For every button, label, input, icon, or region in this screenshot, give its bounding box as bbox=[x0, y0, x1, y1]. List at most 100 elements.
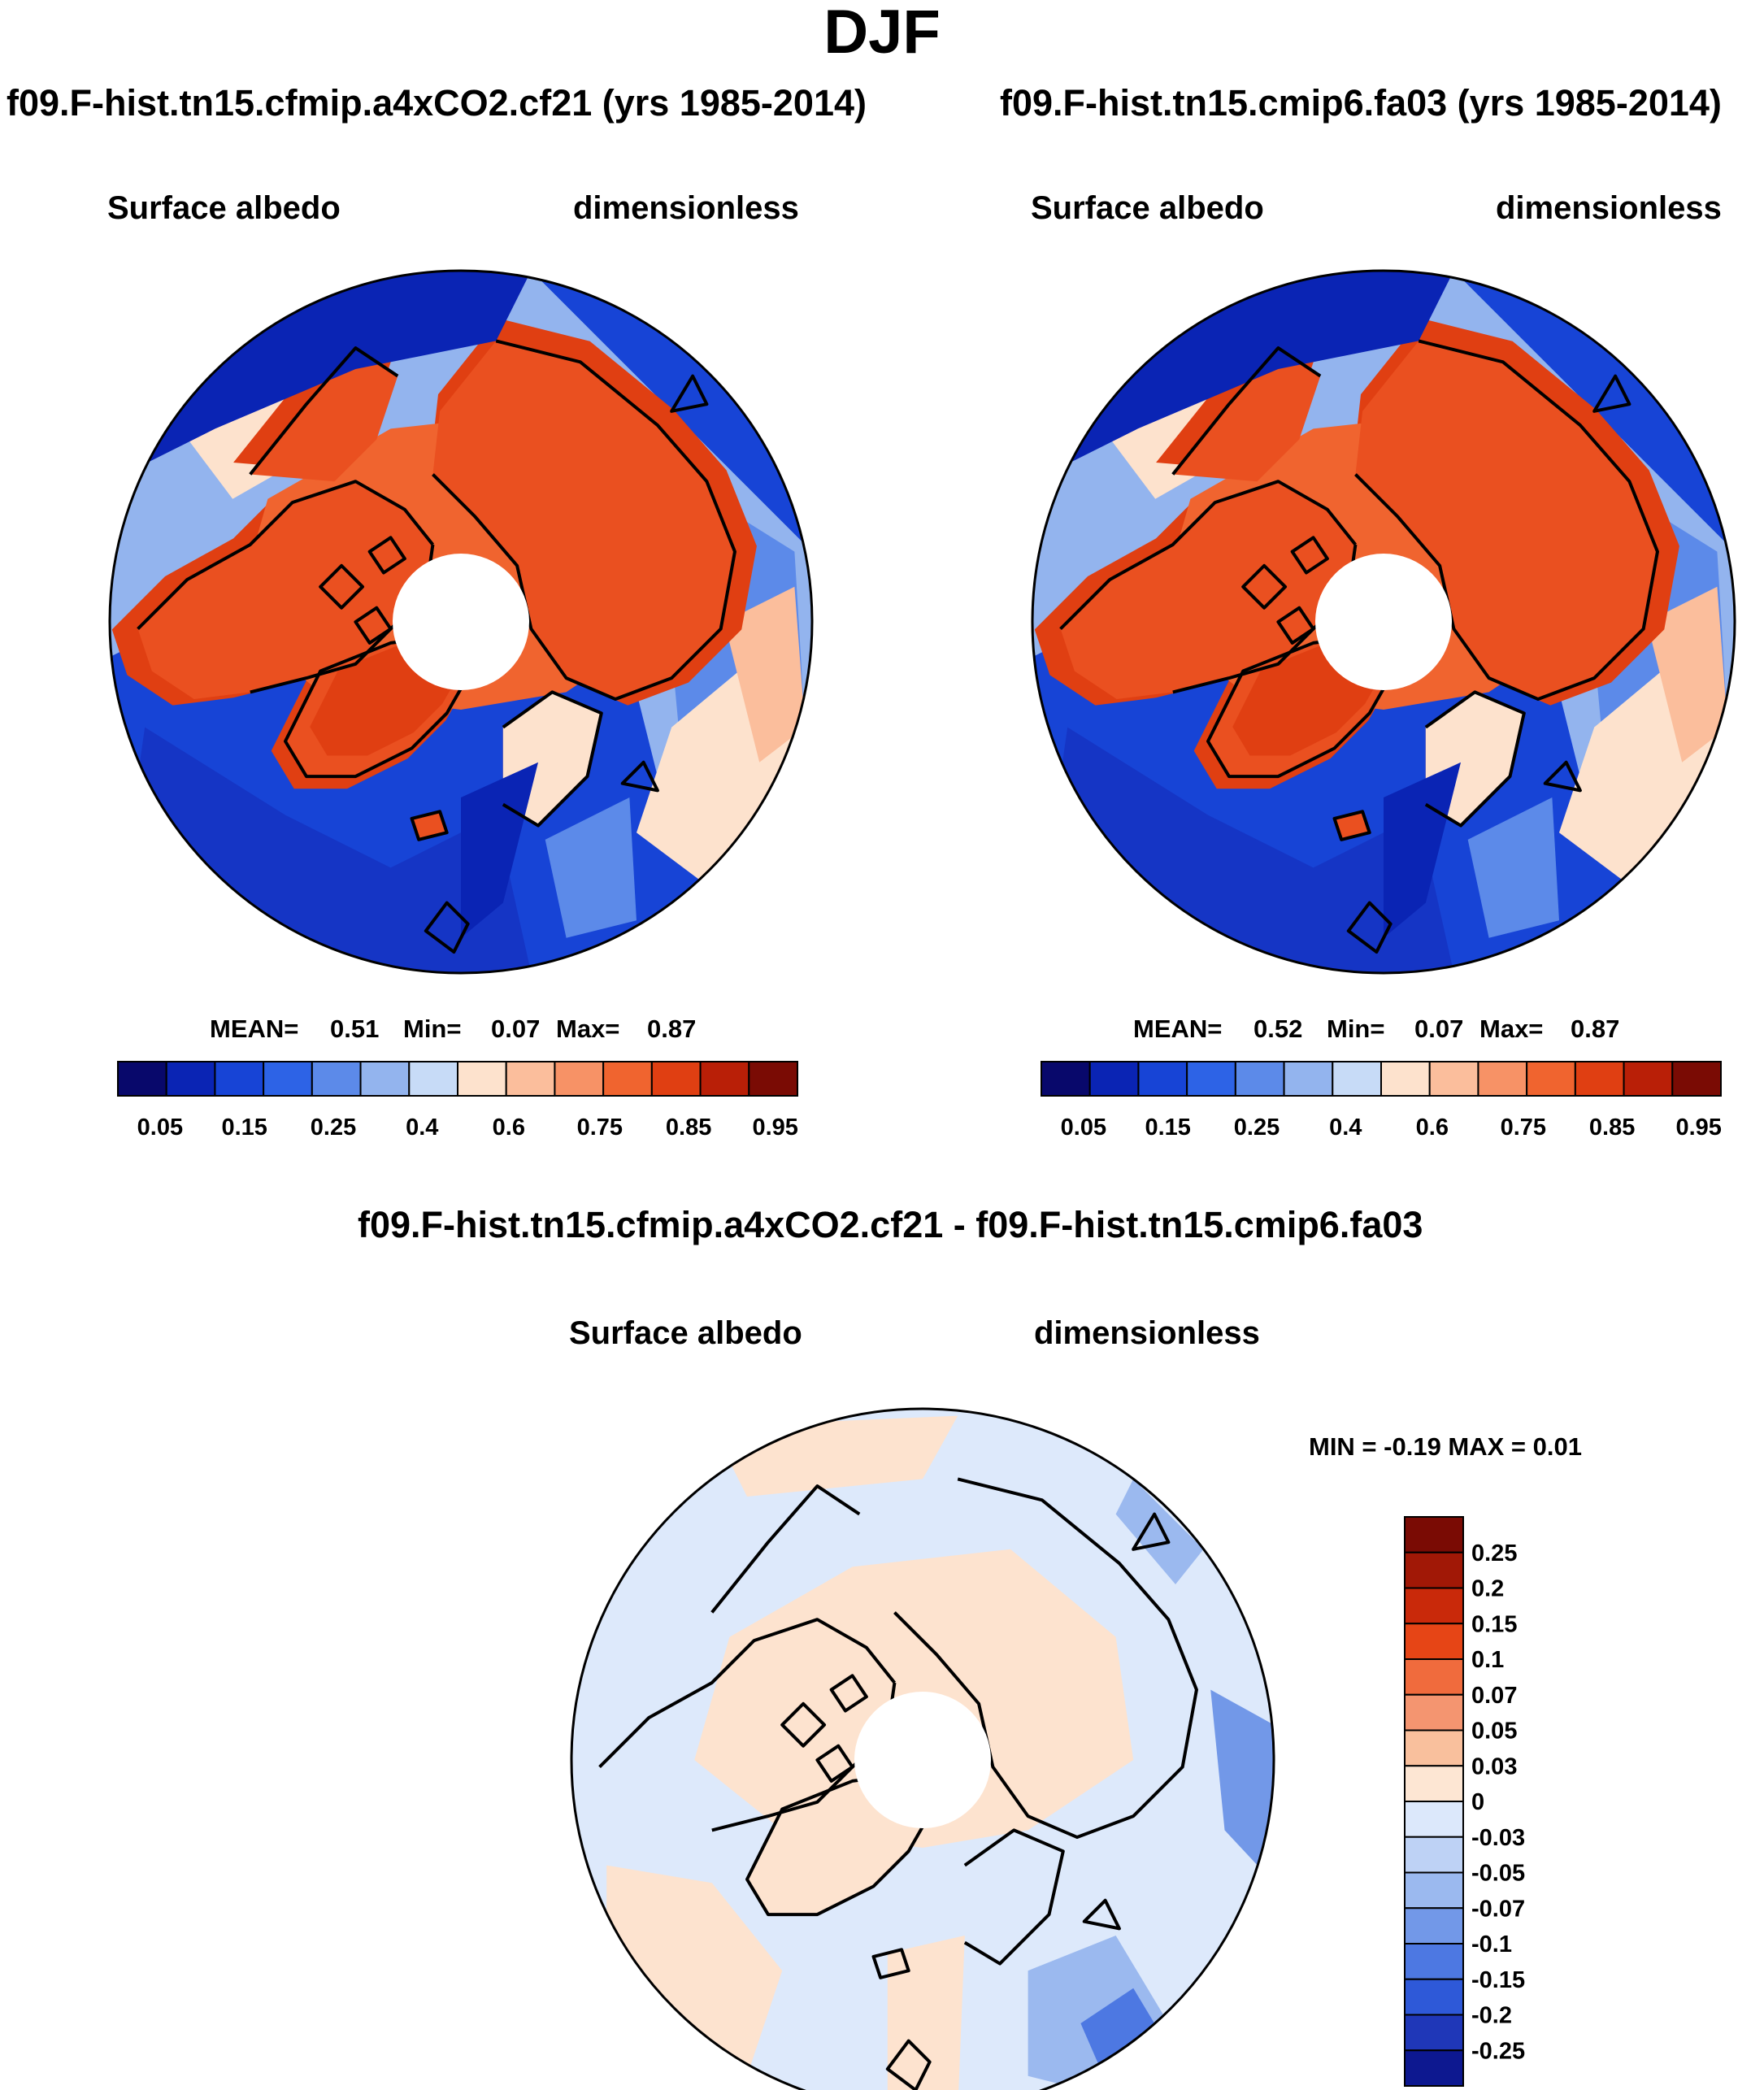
panel-2-tick-label-0: 0.05 bbox=[1061, 1115, 1106, 1141]
panel-1-colorbar-box-13 bbox=[748, 1061, 798, 1097]
panel-2-iceland bbox=[1334, 811, 1370, 840]
panel-2-tick-label-4: 0.6 bbox=[1416, 1115, 1449, 1141]
diff-coastline-10 bbox=[815, 1744, 854, 1783]
panel-2-max-label: Max= bbox=[1479, 1015, 1544, 1043]
panel-1-baltic-zone bbox=[545, 797, 637, 938]
diff-units: dimensionless bbox=[1034, 1315, 1260, 1351]
diff-coastline-3 bbox=[893, 1477, 1198, 1840]
panel-1-coastline-7 bbox=[424, 901, 470, 954]
diff-tick-label-6: 0.03 bbox=[1471, 1753, 1517, 1779]
panel-2-colorbar-box-0 bbox=[1041, 1061, 1091, 1097]
panel-1-colorbar: 0.05 0.15 0.25 0.4 0.6 0.75 0.85 0.95 bbox=[117, 1061, 798, 1141]
panel-1-colorbar-box-11 bbox=[650, 1061, 702, 1097]
diff-coastline-5 bbox=[710, 1484, 861, 1614]
panel-2-colorbar-box-10 bbox=[1526, 1061, 1576, 1097]
diff-colorbar-box-15 bbox=[1404, 2049, 1464, 2087]
panel-1-colorbar-box-8 bbox=[505, 1061, 556, 1097]
panel-2-far-east-zone bbox=[1647, 586, 1728, 763]
panel-2-colorbar-box-9 bbox=[1477, 1061, 1528, 1097]
panel-1-coastline-12 bbox=[670, 374, 709, 413]
panel-2-colorbar-box-3 bbox=[1186, 1061, 1236, 1097]
panel-2-colorbar-box-7 bbox=[1380, 1061, 1431, 1097]
panel-2-coastline-7 bbox=[1346, 901, 1393, 954]
panel-2-coastline-0 bbox=[1059, 480, 1358, 631]
panel-1-colorbar-box-0 bbox=[117, 1061, 167, 1097]
panel-1-colorbar-box-5 bbox=[359, 1061, 411, 1097]
panel-1-pole-mask bbox=[393, 554, 529, 690]
panel-1-map bbox=[108, 269, 814, 975]
panel-1-coastline-11 bbox=[620, 760, 659, 793]
panel-2-tick-label-1: 0.15 bbox=[1145, 1115, 1190, 1141]
diff-colorbar-box-12 bbox=[1404, 1943, 1464, 1980]
diff-tick-label-1: 0.2 bbox=[1471, 1576, 1504, 1602]
diff-coastline-11 bbox=[1082, 1898, 1121, 1931]
panel-2-min-label: Min= bbox=[1327, 1015, 1385, 1043]
panel-1-coastline-6 bbox=[410, 810, 449, 841]
panel-1-tick-label-3: 0.4 bbox=[406, 1115, 438, 1141]
diff-tick-label-3: 0.1 bbox=[1471, 1647, 1504, 1673]
panel-2-colorbar-box-11 bbox=[1574, 1061, 1625, 1097]
panel-2-colorbar-box-2 bbox=[1137, 1061, 1188, 1097]
panel-1-case-title: f09.F-hist.tn15.cfmip.a4xCO2.cf21 (yrs 1… bbox=[7, 82, 867, 124]
panel-2-colorbar-box-5 bbox=[1283, 1061, 1334, 1097]
panel-2-colorbar-box-12 bbox=[1623, 1061, 1674, 1097]
panel-1-tick-label-4: 0.6 bbox=[493, 1115, 525, 1141]
diff-tick-label-0: 0.25 bbox=[1471, 1540, 1517, 1566]
diff-colorbar-box-4 bbox=[1404, 1658, 1464, 1696]
panel-2-colorbar: 0.05 0.15 0.25 0.4 0.6 0.75 0.85 0.95 bbox=[1041, 1061, 1722, 1141]
panel-1-mean-value: 0.51 bbox=[330, 1015, 380, 1043]
panel-2-units: dimensionless bbox=[1496, 190, 1722, 226]
panel-2-tick-label-5: 0.75 bbox=[1501, 1115, 1546, 1141]
diff-coastline-0 bbox=[598, 1618, 897, 1769]
diff-coastline-7 bbox=[885, 2039, 932, 2090]
panel-1-coastline-0 bbox=[137, 480, 435, 631]
diff-title: f09.F-hist.tn15.cfmip.a4xCO2.cf21 - f09.… bbox=[358, 1204, 1423, 1245]
panel-1-mean-label: MEAN= bbox=[210, 1015, 299, 1043]
panel-2-colorbar-box-4 bbox=[1234, 1061, 1285, 1097]
panel-2-variable: Surface albedo bbox=[1031, 190, 1264, 226]
panel-1-units: dimensionless bbox=[573, 190, 799, 226]
diff-tick-label-2: 0.15 bbox=[1471, 1611, 1517, 1637]
panel-1-min-label: Min= bbox=[403, 1015, 462, 1043]
diff-norwegian-positive bbox=[887, 1936, 965, 2090]
panel-1-map-border bbox=[108, 269, 814, 975]
diff-tick-label-7: 0 bbox=[1471, 1789, 1484, 1815]
panel-2-coastline-9 bbox=[1290, 536, 1329, 575]
panel-2-coastline-6 bbox=[1332, 810, 1371, 841]
panel-2-tick-label-2: 0.25 bbox=[1234, 1115, 1280, 1141]
panel-1-coastline-9 bbox=[367, 536, 406, 575]
panel-1-colorbar-box-12 bbox=[699, 1061, 750, 1097]
panel-1-colorbar-box-7 bbox=[457, 1061, 507, 1097]
panel-2-coastline-8 bbox=[1241, 563, 1288, 610]
diff-variable: Surface albedo bbox=[569, 1315, 802, 1351]
panel-2-coastline-3 bbox=[1354, 339, 1659, 702]
panel-2-coastline-4 bbox=[1424, 690, 1526, 828]
panel-1-nAmerica bbox=[137, 481, 433, 700]
panel-2-colorbar-box-6 bbox=[1332, 1061, 1383, 1097]
diff-colorbar-box-2 bbox=[1404, 1587, 1464, 1625]
panel-2-map-border bbox=[1031, 269, 1736, 975]
panel-1-tick-label-6: 0.85 bbox=[666, 1115, 711, 1141]
panel-1-far-east-zone bbox=[724, 586, 806, 763]
diff-asia-negative bbox=[1115, 1479, 1204, 1584]
panel-1-colorbar-box-3 bbox=[263, 1061, 313, 1097]
panel-1-max-label: Max= bbox=[556, 1015, 620, 1043]
diff-colorbar-box-11 bbox=[1404, 1907, 1464, 1944]
panel-1-tick-label-0: 0.05 bbox=[137, 1115, 183, 1141]
panel-2-colorbar-box-1 bbox=[1088, 1061, 1140, 1097]
diff-tick-label-5: 0.05 bbox=[1471, 1718, 1517, 1745]
panel-1-coastline-10 bbox=[354, 606, 393, 645]
panel-1-variable: Surface albedo bbox=[107, 190, 341, 226]
diff-colorbar-box-6 bbox=[1404, 1729, 1464, 1767]
panel-2-norwegian-sea bbox=[1384, 762, 1462, 938]
panel-1-tick-label-7: 0.95 bbox=[752, 1115, 797, 1141]
panel-2-tick-label-3: 0.4 bbox=[1329, 1115, 1362, 1141]
diff-tick-label-11: -0.1 bbox=[1471, 1931, 1512, 1957]
diff-pole-mask bbox=[854, 1692, 991, 1828]
diff-tick-label-9: -0.05 bbox=[1471, 1861, 1525, 1887]
panel-2-coastline-5 bbox=[1171, 346, 1322, 476]
diff-tick-label-12: -0.15 bbox=[1471, 1967, 1525, 1993]
diff-colorbar-box-10 bbox=[1404, 1871, 1464, 1910]
diff-tick-label-10: -0.07 bbox=[1471, 1896, 1525, 1922]
diff-colorbar-box-14 bbox=[1404, 2014, 1464, 2052]
